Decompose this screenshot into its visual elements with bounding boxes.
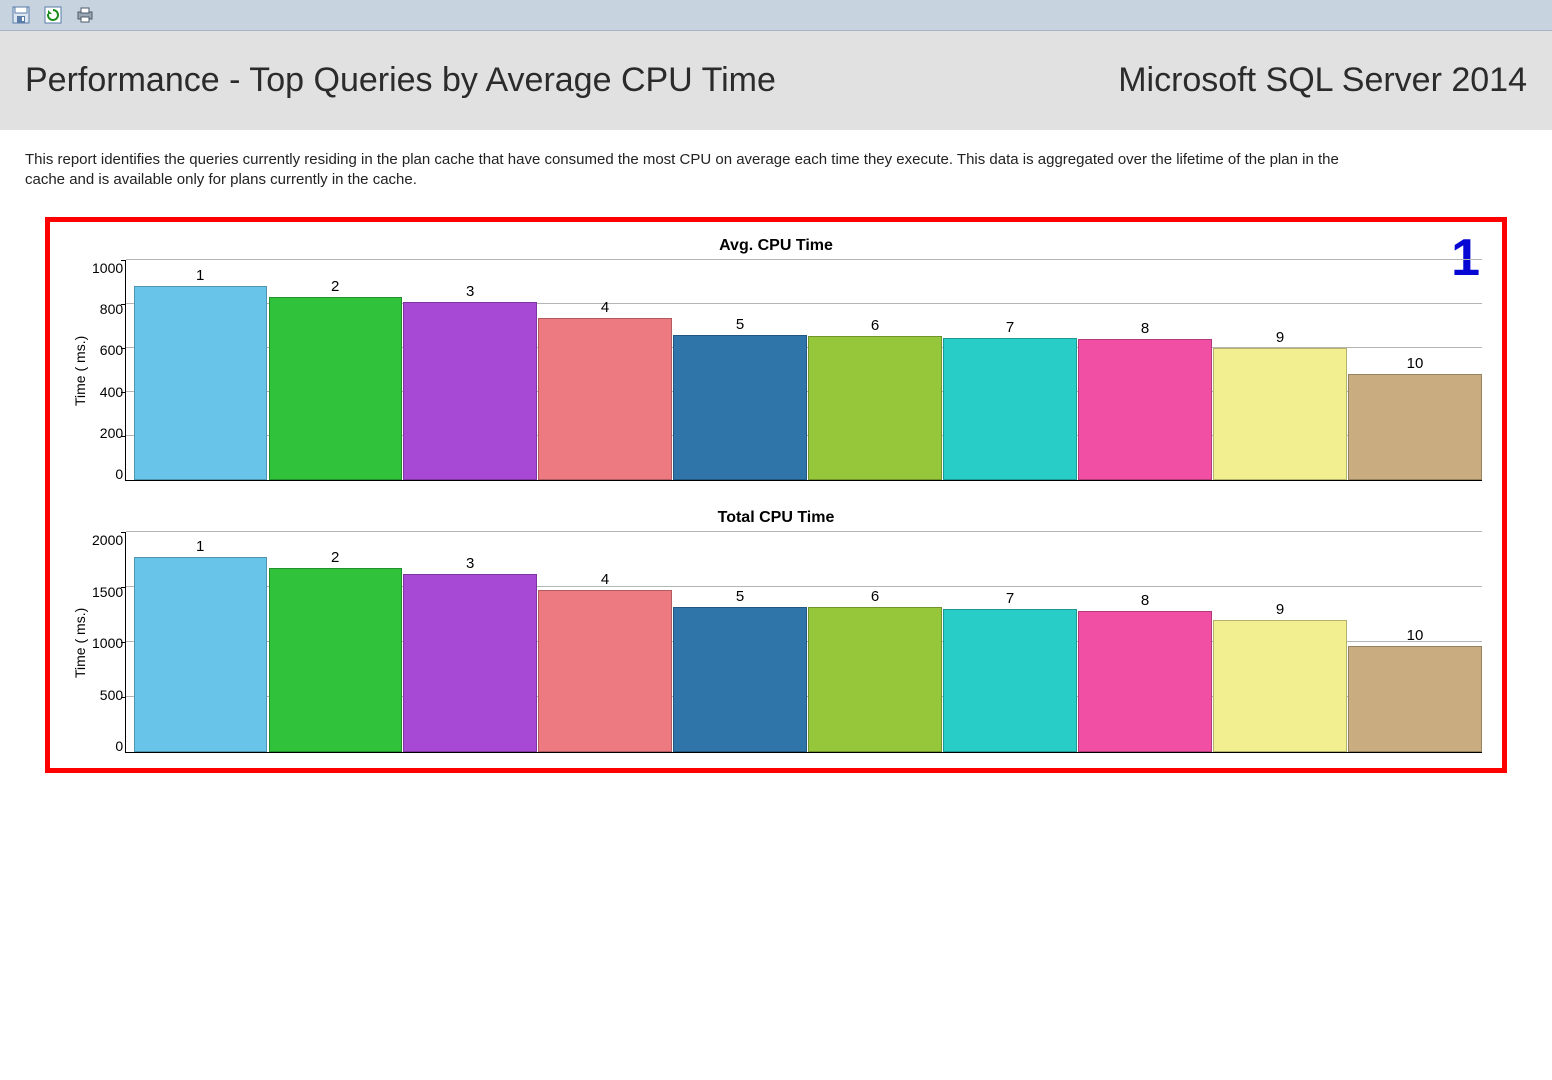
ytick-label: 400 (100, 385, 123, 399)
bar-label: 8 (1141, 592, 1149, 609)
bar[interactable] (1213, 620, 1346, 752)
avg-cpu-chart: Avg. CPU Time Time ( ms.) 1000 800 600 400 2… (70, 237, 1482, 481)
bar-label: 4 (601, 571, 609, 588)
bar-slot: 2 (267, 549, 403, 752)
avg-ylabel: Time ( ms.) (70, 261, 90, 481)
save-icon[interactable] (10, 4, 32, 26)
report-title: Performance - Top Queries by Average CPU… (25, 61, 776, 100)
bar-slot: 9 (1212, 601, 1348, 752)
bar-slot: 10 (1347, 627, 1483, 752)
bar-slot: 4 (537, 299, 673, 480)
bar[interactable] (673, 335, 806, 480)
ytick-label: 800 (100, 302, 123, 316)
bar-slot: 9 (1212, 329, 1348, 480)
ytick-label: 500 (100, 688, 123, 702)
bar-label: 6 (871, 317, 879, 334)
bar-label: 7 (1006, 319, 1014, 336)
bar-label: 5 (736, 588, 744, 605)
report-description: This report identifies the queries curre… (0, 130, 1400, 199)
avg-plot: 1 2 3 4 5 6 7 8 9 10 (125, 261, 1482, 481)
ytick-label: 0 (115, 739, 123, 753)
bar-slot: 7 (942, 319, 1078, 480)
bar-slot: 6 (807, 588, 943, 752)
ytick-label: 2000 (92, 533, 123, 547)
bar-label: 9 (1276, 329, 1284, 346)
total-yaxis: 2000 1500 1000 500 0 (90, 533, 125, 753)
gridline (126, 259, 1482, 260)
bar-label: 8 (1141, 320, 1149, 337)
bar[interactable] (134, 557, 267, 752)
ytick-label: 200 (100, 426, 123, 440)
bar[interactable] (808, 607, 941, 752)
avg-chart-title: Avg. CPU Time (70, 237, 1482, 255)
bar-slot: 3 (402, 283, 538, 480)
total-cpu-chart: Total CPU Time Time ( ms.) 2000150010005… (70, 509, 1482, 753)
bar-label: 9 (1276, 601, 1284, 618)
bar[interactable] (403, 574, 536, 752)
bar-slot: 6 (807, 317, 943, 480)
ytick-label: 1000 (92, 636, 123, 650)
bar-slot: 5 (672, 588, 808, 752)
bar[interactable] (808, 336, 941, 480)
bar[interactable] (1348, 646, 1481, 752)
bar[interactable] (1213, 348, 1346, 480)
bar[interactable] (943, 338, 1076, 480)
bar-slot: 1 (132, 267, 268, 480)
bar[interactable] (1348, 374, 1481, 480)
ytick-label: 600 (100, 343, 123, 357)
bar-slot: 8 (1077, 320, 1213, 480)
bar-label: 2 (331, 549, 339, 566)
bar[interactable] (269, 297, 402, 480)
total-plot: 1 2 3 4 5 6 7 8 9 10 (125, 533, 1482, 753)
bar[interactable] (943, 609, 1076, 752)
print-icon[interactable] (74, 4, 96, 26)
bar-slot: 4 (537, 571, 673, 752)
bar[interactable] (269, 568, 402, 752)
bar[interactable] (134, 286, 267, 480)
bar-label: 3 (466, 283, 474, 300)
gridline (126, 531, 1482, 532)
bar-label: 6 (871, 588, 879, 605)
bar[interactable] (1078, 611, 1211, 752)
bar-label: 10 (1407, 627, 1424, 644)
bar-slot: 2 (267, 278, 403, 480)
bar[interactable] (403, 302, 536, 480)
total-ylabel: Time ( ms.) (70, 533, 90, 753)
bar-slot: 5 (672, 316, 808, 480)
ytick-label: 0 (115, 467, 123, 481)
total-chart-title: Total CPU Time (70, 509, 1482, 527)
bar[interactable] (1078, 339, 1211, 480)
bar-label: 2 (331, 278, 339, 295)
bar[interactable] (673, 607, 806, 752)
bar-label: 1 (196, 538, 204, 555)
bar-label: 4 (601, 299, 609, 316)
bar-slot: 10 (1347, 355, 1483, 480)
bar-slot: 1 (132, 538, 268, 752)
bar-slot: 3 (402, 555, 538, 752)
ytick-label: 1500 (92, 585, 123, 599)
bar-label: 5 (736, 316, 744, 333)
avg-yaxis: 1000 800 600 400 200 0 (90, 261, 125, 481)
charts-container: 1 Avg. CPU Time Time ( ms.) 100080060040… (45, 217, 1507, 773)
bar-label: 10 (1407, 355, 1424, 372)
bar[interactable] (538, 590, 671, 752)
refresh-icon[interactable] (42, 4, 64, 26)
bar-label: 7 (1006, 590, 1014, 607)
toolbar (0, 0, 1552, 31)
bar-slot: 7 (942, 590, 1078, 752)
product-name: Microsoft SQL Server 2014 (1118, 61, 1527, 100)
bar[interactable] (538, 318, 671, 480)
ytick-label: 1000 (92, 261, 123, 275)
bar-label: 1 (196, 267, 204, 284)
report-header: Performance - Top Queries by Average CPU… (0, 31, 1552, 130)
bar-slot: 8 (1077, 592, 1213, 752)
bar-label: 3 (466, 555, 474, 572)
